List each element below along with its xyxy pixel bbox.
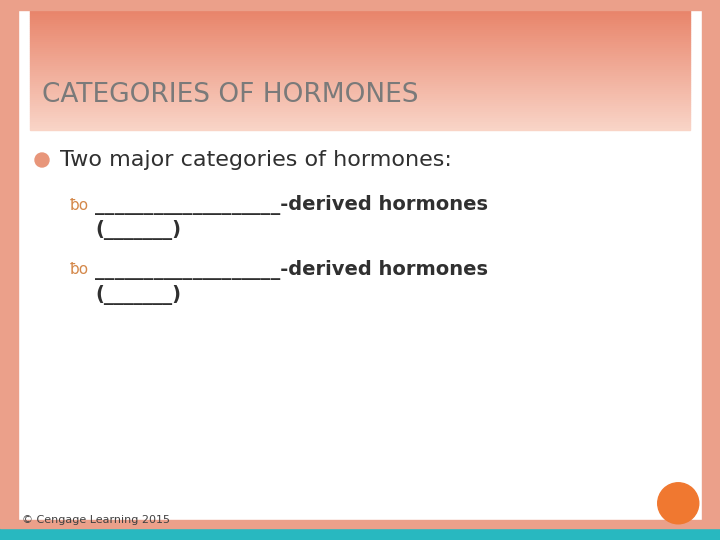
Text: Two major categories of hormones:: Two major categories of hormones:: [60, 150, 452, 170]
Bar: [30, 38, 690, 40]
Bar: [30, 40, 690, 42]
Bar: [30, 60, 690, 62]
Bar: [30, 14, 690, 16]
Bar: [30, 16, 690, 18]
Bar: [30, 10, 690, 12]
Bar: [30, 86, 690, 88]
Bar: [30, 124, 690, 126]
Bar: [30, 72, 690, 74]
Bar: [30, 118, 690, 120]
Bar: [30, 54, 690, 56]
Bar: [702, 0, 720, 540]
Bar: [30, 66, 690, 68]
Circle shape: [658, 483, 698, 524]
Bar: [30, 24, 690, 26]
Bar: [0, 0, 18, 540]
Bar: [30, 110, 690, 112]
Bar: [30, 78, 690, 80]
Circle shape: [35, 153, 49, 167]
Bar: [30, 32, 690, 34]
Bar: [30, 28, 690, 30]
Text: ƀo: ƀo: [70, 198, 89, 213]
Bar: [30, 52, 690, 54]
Bar: [30, 26, 690, 28]
Bar: [30, 58, 690, 60]
Bar: [30, 84, 690, 86]
Bar: [30, 128, 690, 130]
Bar: [30, 20, 690, 22]
Bar: [30, 74, 690, 76]
Bar: [0, 528, 720, 540]
Bar: [30, 88, 690, 90]
Bar: [30, 76, 690, 78]
Bar: [30, 12, 690, 14]
Bar: [0, 0, 720, 10]
Bar: [30, 30, 690, 32]
Bar: [30, 34, 690, 36]
Bar: [30, 126, 690, 128]
Bar: [30, 36, 690, 38]
Bar: [30, 94, 690, 96]
Bar: [30, 102, 690, 104]
Bar: [30, 122, 690, 124]
Bar: [30, 116, 690, 118]
Bar: [30, 104, 690, 106]
Bar: [30, 70, 690, 72]
Bar: [30, 80, 690, 82]
Bar: [30, 62, 690, 64]
Bar: [30, 46, 690, 48]
Bar: [30, 96, 690, 98]
Bar: [30, 114, 690, 116]
Text: ___________________-derived hormones: ___________________-derived hormones: [95, 195, 488, 215]
Bar: [30, 82, 690, 84]
Bar: [30, 90, 690, 92]
Text: ƀo: ƀo: [70, 262, 89, 278]
Bar: [30, 42, 690, 44]
Bar: [30, 64, 690, 66]
Bar: [30, 106, 690, 108]
Text: CATEGORIES OF HORMONES: CATEGORIES OF HORMONES: [42, 82, 418, 108]
Text: (_______): (_______): [95, 285, 181, 305]
Text: (_______): (_______): [95, 220, 181, 240]
Bar: [30, 68, 690, 70]
Bar: [30, 112, 690, 114]
Bar: [30, 92, 690, 94]
Bar: [30, 56, 690, 58]
Bar: [30, 120, 690, 122]
Bar: [30, 22, 690, 24]
Text: © Cengage Learning 2015: © Cengage Learning 2015: [22, 515, 170, 525]
Bar: [30, 108, 690, 110]
Bar: [0, 520, 720, 528]
Text: ___________________-derived hormones: ___________________-derived hormones: [95, 260, 488, 280]
Bar: [30, 50, 690, 52]
Bar: [30, 100, 690, 102]
Bar: [30, 48, 690, 50]
Bar: [30, 44, 690, 46]
Bar: [30, 98, 690, 100]
Bar: [30, 18, 690, 20]
